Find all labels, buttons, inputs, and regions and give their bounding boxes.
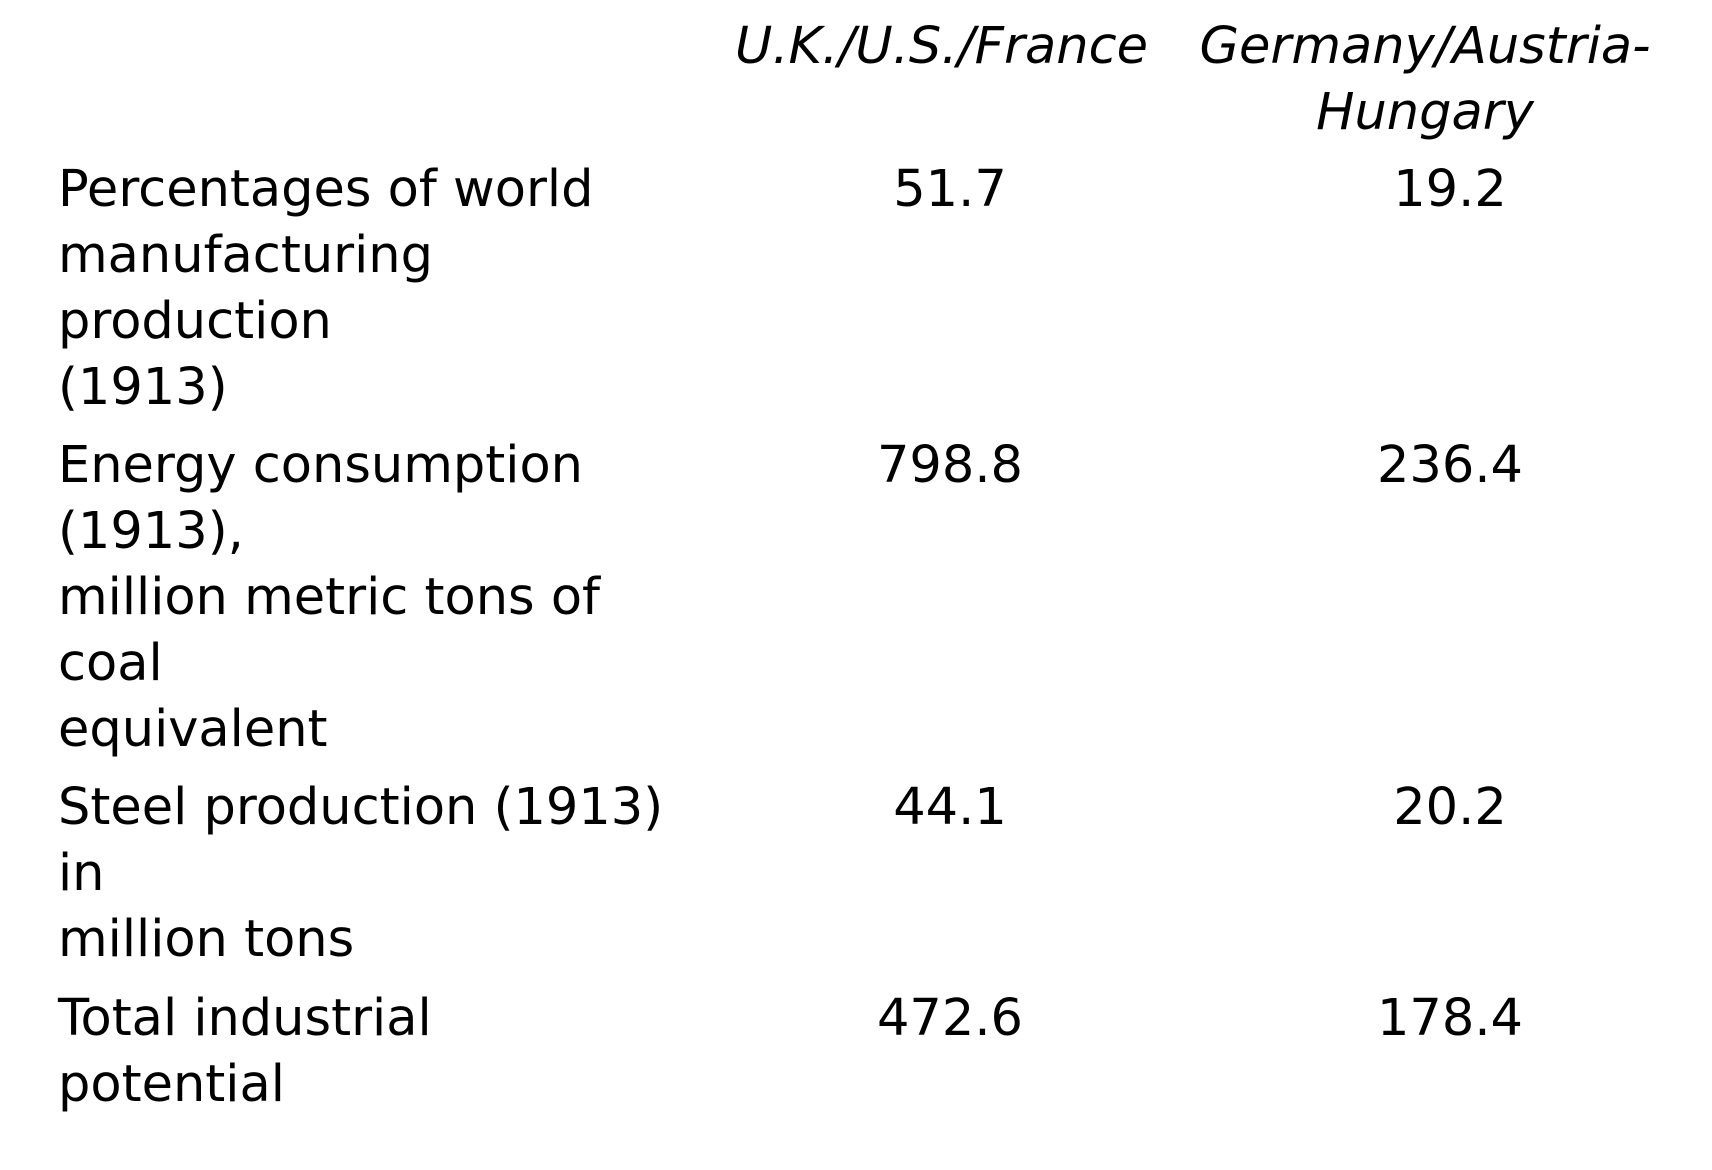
- cell-steel-allies: 44.1: [893, 778, 1007, 837]
- column-header-central-powers: Germany/Austria- Hungary: [1199, 17, 1651, 142]
- cell-energy-allies: 798.8: [876, 436, 1023, 495]
- row-label-steel: Steel production (1913) in million tons: [58, 778, 664, 969]
- row-label-industrial-potential: Total industrial potential: [58, 989, 432, 1114]
- cell-steel-central: 20.2: [1393, 778, 1507, 837]
- row-label-energy: Energy consumption (1913), million metri…: [58, 436, 600, 759]
- cell-industrial-potential-central: 178.4: [1376, 989, 1523, 1048]
- column-header-allies: U.K./U.S./France: [735, 17, 1148, 76]
- cell-manufacturing-allies: 51.7: [893, 160, 1007, 219]
- cell-energy-central: 236.4: [1376, 436, 1523, 495]
- row-label-manufacturing: Percentages of world manufacturing produ…: [58, 160, 594, 417]
- cell-manufacturing-central: 19.2: [1393, 160, 1507, 219]
- cell-industrial-potential-allies: 472.6: [876, 989, 1023, 1048]
